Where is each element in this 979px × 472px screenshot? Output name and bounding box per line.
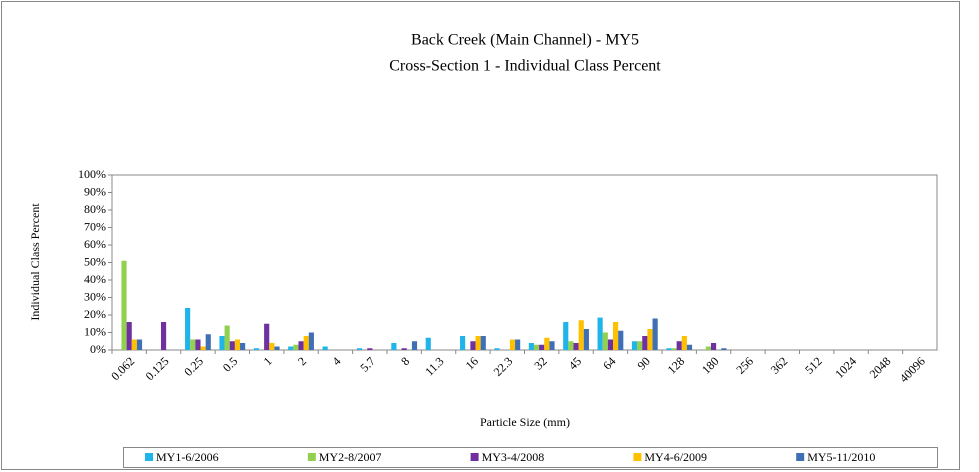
bar bbox=[391, 343, 397, 350]
legend-label: MY5-11/2010 bbox=[807, 450, 875, 464]
bar bbox=[126, 322, 132, 350]
bar bbox=[190, 339, 196, 350]
bar bbox=[549, 341, 555, 350]
bar bbox=[136, 339, 143, 350]
legend-label: MY3-4/2008 bbox=[482, 450, 545, 464]
bar bbox=[322, 346, 328, 350]
bar bbox=[298, 341, 304, 350]
bar bbox=[121, 260, 127, 350]
bar bbox=[647, 329, 653, 350]
y-tick-label: 40% bbox=[84, 272, 106, 286]
legend-swatch bbox=[307, 453, 316, 461]
bar bbox=[205, 334, 211, 350]
bar bbox=[539, 344, 545, 350]
bar bbox=[219, 336, 225, 350]
bar bbox=[642, 336, 648, 350]
bar bbox=[666, 348, 672, 350]
bar bbox=[131, 339, 137, 350]
bar bbox=[631, 341, 638, 350]
bar bbox=[686, 344, 693, 350]
bar bbox=[288, 346, 294, 350]
bar bbox=[494, 348, 500, 350]
bar bbox=[602, 332, 608, 350]
bar bbox=[160, 322, 167, 350]
bar bbox=[637, 341, 643, 350]
bar bbox=[185, 308, 191, 350]
legend-swatch bbox=[633, 453, 642, 461]
bar bbox=[229, 341, 235, 350]
bar bbox=[470, 341, 476, 350]
bar bbox=[607, 339, 614, 350]
bar bbox=[425, 337, 431, 350]
bar bbox=[308, 332, 314, 350]
bar bbox=[613, 322, 619, 350]
bar bbox=[705, 346, 711, 350]
bar bbox=[509, 339, 516, 350]
chart-border bbox=[1, 1, 960, 470]
bar bbox=[671, 348, 677, 350]
legend-swatch bbox=[145, 453, 153, 461]
y-tick-label: 0% bbox=[90, 342, 106, 356]
bar bbox=[200, 346, 206, 350]
bar bbox=[293, 344, 299, 350]
bar bbox=[274, 346, 280, 350]
legend-box bbox=[123, 447, 938, 468]
bar bbox=[480, 336, 486, 350]
chart-title: Back Creek (Main Channel) - MY5 bbox=[411, 32, 639, 49]
bar bbox=[533, 344, 540, 350]
bar bbox=[411, 341, 418, 350]
bar bbox=[475, 336, 481, 350]
bar bbox=[721, 348, 727, 350]
bar bbox=[544, 337, 550, 350]
bar bbox=[710, 343, 717, 350]
legend-label: MY1-6/2006 bbox=[156, 450, 219, 464]
bar bbox=[563, 322, 569, 350]
y-tick-label: 10% bbox=[84, 324, 106, 338]
bar bbox=[568, 341, 574, 350]
y-tick-label: 70% bbox=[84, 219, 106, 233]
bar bbox=[234, 339, 241, 350]
bar bbox=[583, 329, 589, 350]
bar bbox=[528, 343, 534, 350]
y-axis-label: Individual Class Percent bbox=[28, 203, 42, 321]
bar bbox=[367, 348, 373, 350]
y-tick-label: 50% bbox=[84, 254, 106, 268]
bar bbox=[460, 336, 466, 350]
bar bbox=[681, 336, 687, 350]
bar bbox=[578, 320, 584, 350]
bar bbox=[676, 341, 682, 350]
x-axis-label: Particle Size (mm) bbox=[480, 415, 570, 429]
bar bbox=[264, 323, 270, 350]
bar bbox=[597, 317, 603, 350]
bar bbox=[253, 348, 259, 350]
bar bbox=[652, 318, 658, 350]
bar bbox=[303, 336, 309, 350]
bar bbox=[618, 330, 624, 350]
bar bbox=[356, 348, 363, 350]
bar bbox=[269, 343, 275, 350]
y-tick-label: 100% bbox=[78, 167, 106, 181]
y-tick-label: 30% bbox=[84, 289, 106, 303]
legend-swatch bbox=[470, 453, 479, 461]
bar bbox=[224, 325, 230, 350]
bar bbox=[195, 339, 201, 350]
bar bbox=[401, 348, 407, 350]
bar bbox=[240, 343, 246, 350]
y-tick-label: 80% bbox=[84, 202, 106, 216]
legend-swatch bbox=[796, 453, 805, 461]
legend-label: MY2-8/2007 bbox=[319, 450, 382, 464]
y-tick-label: 90% bbox=[84, 184, 106, 198]
bar bbox=[515, 339, 521, 350]
y-tick-label: 60% bbox=[84, 237, 106, 251]
bar bbox=[573, 343, 579, 350]
y-tick-label: 20% bbox=[84, 307, 106, 321]
chart-subtitle: Cross-Section 1 - Individual Class Perce… bbox=[389, 58, 661, 75]
legend-label: MY4-6/2009 bbox=[644, 450, 707, 464]
